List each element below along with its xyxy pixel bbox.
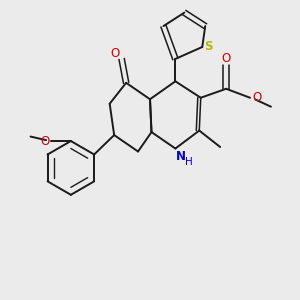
Text: O: O [110, 47, 120, 60]
Text: O: O [40, 134, 50, 148]
Text: O: O [221, 52, 231, 65]
Text: S: S [205, 40, 213, 53]
Text: N: N [176, 150, 186, 164]
Text: O: O [252, 91, 261, 104]
Text: H: H [185, 157, 193, 167]
